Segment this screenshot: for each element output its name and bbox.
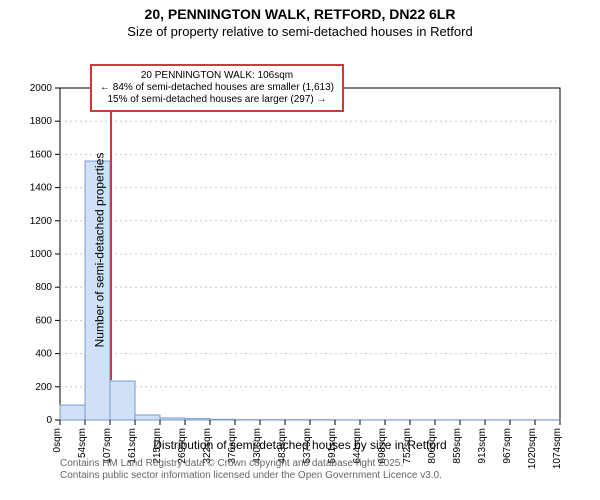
svg-text:1400: 1400	[30, 182, 53, 193]
svg-text:800: 800	[35, 282, 52, 293]
footer-line2: Contains public sector information licen…	[60, 470, 442, 481]
svg-text:200: 200	[35, 382, 52, 393]
svg-text:1800: 1800	[30, 116, 53, 127]
callout-marker-line	[110, 112, 112, 380]
svg-text:1200: 1200	[30, 216, 53, 227]
svg-text:600: 600	[35, 315, 52, 326]
svg-text:0: 0	[46, 415, 52, 426]
callout-line3: 15% of semi-detached houses are larger (…	[100, 94, 334, 106]
svg-text:1000: 1000	[30, 249, 53, 260]
svg-text:400: 400	[35, 348, 52, 359]
footer-line1: Contains HM Land Registry data © Crown c…	[60, 458, 403, 469]
svg-text:1600: 1600	[30, 149, 53, 160]
svg-text:2000: 2000	[30, 83, 53, 94]
chart-title: 20, PENNINGTON WALK, RETFORD, DN22 6LR	[0, 0, 600, 24]
callout-box: 20 PENNINGTON WALK: 106sqm ← 84% of semi…	[90, 64, 344, 112]
x-axis-label: Distribution of semi-detached houses by …	[0, 438, 600, 452]
callout-line1: 20 PENNINGTON WALK: 106sqm	[100, 70, 334, 82]
callout-line2: ← 84% of semi-detached houses are smalle…	[100, 82, 334, 94]
chart-subtitle: Size of property relative to semi-detach…	[0, 24, 600, 40]
y-axis-label: Number of semi-detached properties	[92, 153, 106, 348]
